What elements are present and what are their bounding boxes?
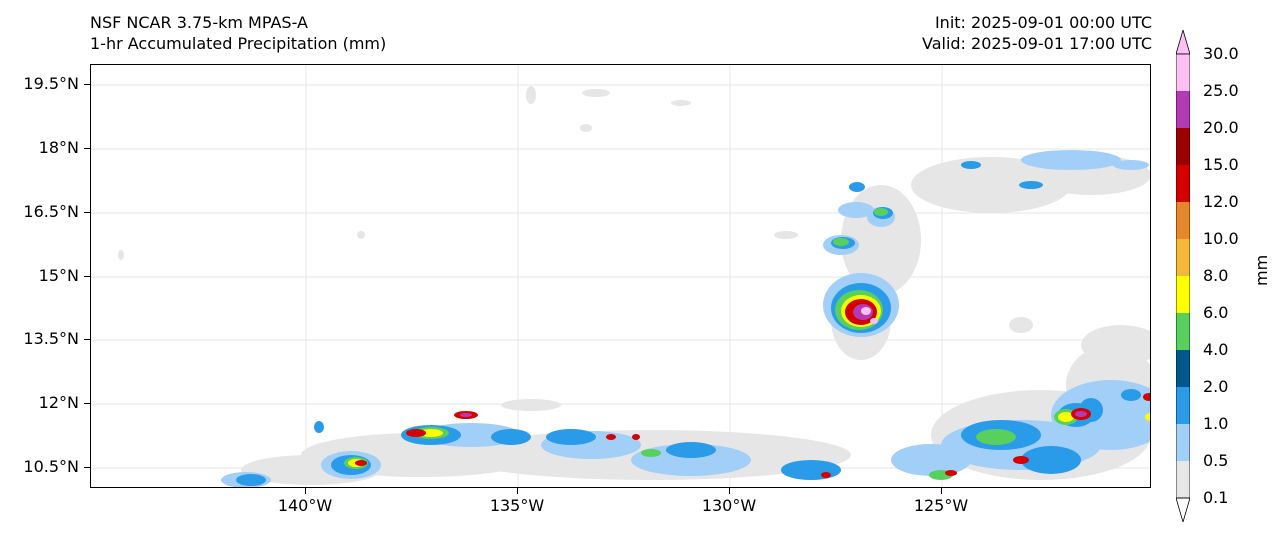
title-right: Init: 2025-09-01 00:00 UTC Valid: 2025-0… [922, 12, 1152, 54]
field-name: 1-hr Accumulated Precipitation (mm) [90, 34, 387, 53]
lat-label-10.5: 10.5°N [23, 457, 79, 476]
cbar-label-6: 6.0 [1203, 303, 1229, 322]
cbar-label-10: 10.0 [1203, 229, 1239, 248]
init-time: Init: 2025-09-01 00:00 UTC [934, 13, 1152, 32]
lat-label-16.5: 16.5°N [23, 202, 79, 221]
colorbar [1176, 30, 1190, 522]
lat-label-15: 15°N [38, 266, 79, 285]
valid-time: Valid: 2025-09-01 17:00 UTC [921, 34, 1152, 53]
cbar-label-8: 8.0 [1203, 266, 1229, 285]
lat-tick [84, 339, 90, 340]
cbar-seg-2 [1176, 387, 1190, 424]
cbar-label-12: 12.0 [1203, 192, 1239, 211]
cbar-label-20: 20.0 [1203, 118, 1239, 137]
cbar-seg-25 [1176, 91, 1190, 128]
lat-tick [84, 276, 90, 277]
lon-tick [729, 488, 730, 494]
lon-label-125w: 125°W [913, 496, 969, 515]
cbar-seg-30 [1176, 54, 1190, 91]
cbar-seg-4 [1176, 350, 1190, 387]
lat-label-18: 18°N [38, 138, 79, 157]
cbar-seg-1 [1176, 424, 1190, 461]
lat-tick [84, 84, 90, 85]
cbar-label-1: 1.0 [1203, 414, 1229, 433]
cbar-label-0.1: 0.1 [1203, 488, 1229, 507]
colorbar-unit: mm [1252, 254, 1271, 286]
cbar-bottom-arrow [1176, 497, 1190, 522]
lon-label-130w: 130°W [701, 496, 757, 515]
cbar-label-15: 15.0 [1203, 155, 1239, 174]
lat-tick [84, 148, 90, 149]
title-left: NSF NCAR 3.75-km MPAS-A 1-hr Accumulated… [90, 12, 386, 54]
cbar-label-0.5: 0.5 [1203, 451, 1229, 470]
cbar-label-25: 25.0 [1203, 81, 1239, 100]
lat-tick [84, 403, 90, 404]
cbar-label-30: 30.0 [1203, 44, 1239, 63]
cbar-seg-6 [1176, 313, 1190, 350]
precip-field [91, 65, 1150, 487]
cbar-label-2: 2.0 [1203, 377, 1229, 396]
cbar-seg-10 [1176, 239, 1190, 276]
precip-map [90, 64, 1151, 488]
cbar-label-4: 4.0 [1203, 340, 1229, 359]
cbar-seg-0.5 [1176, 461, 1190, 498]
peak-precip-areas [861, 307, 878, 324]
cbar-seg-20 [1176, 128, 1190, 165]
lon-tick [941, 488, 942, 494]
cbar-seg-8 [1176, 276, 1190, 313]
lat-label-19.5: 19.5°N [23, 74, 79, 93]
lon-tick [517, 488, 518, 494]
lat-tick [84, 467, 90, 468]
lat-tick [84, 212, 90, 213]
lon-tick [305, 488, 306, 494]
cbar-top-arrow [1176, 30, 1190, 55]
cbar-frame [1176, 53, 1190, 499]
cbar-seg-15 [1176, 165, 1190, 202]
lat-label-12: 12°N [38, 393, 79, 412]
model-name: NSF NCAR 3.75-km MPAS-A [90, 13, 308, 32]
cbar-seg-12 [1176, 202, 1190, 239]
lon-label-140w: 140°W [277, 496, 333, 515]
lat-label-13.5: 13.5°N [23, 329, 79, 348]
lon-label-135w: 135°W [489, 496, 545, 515]
